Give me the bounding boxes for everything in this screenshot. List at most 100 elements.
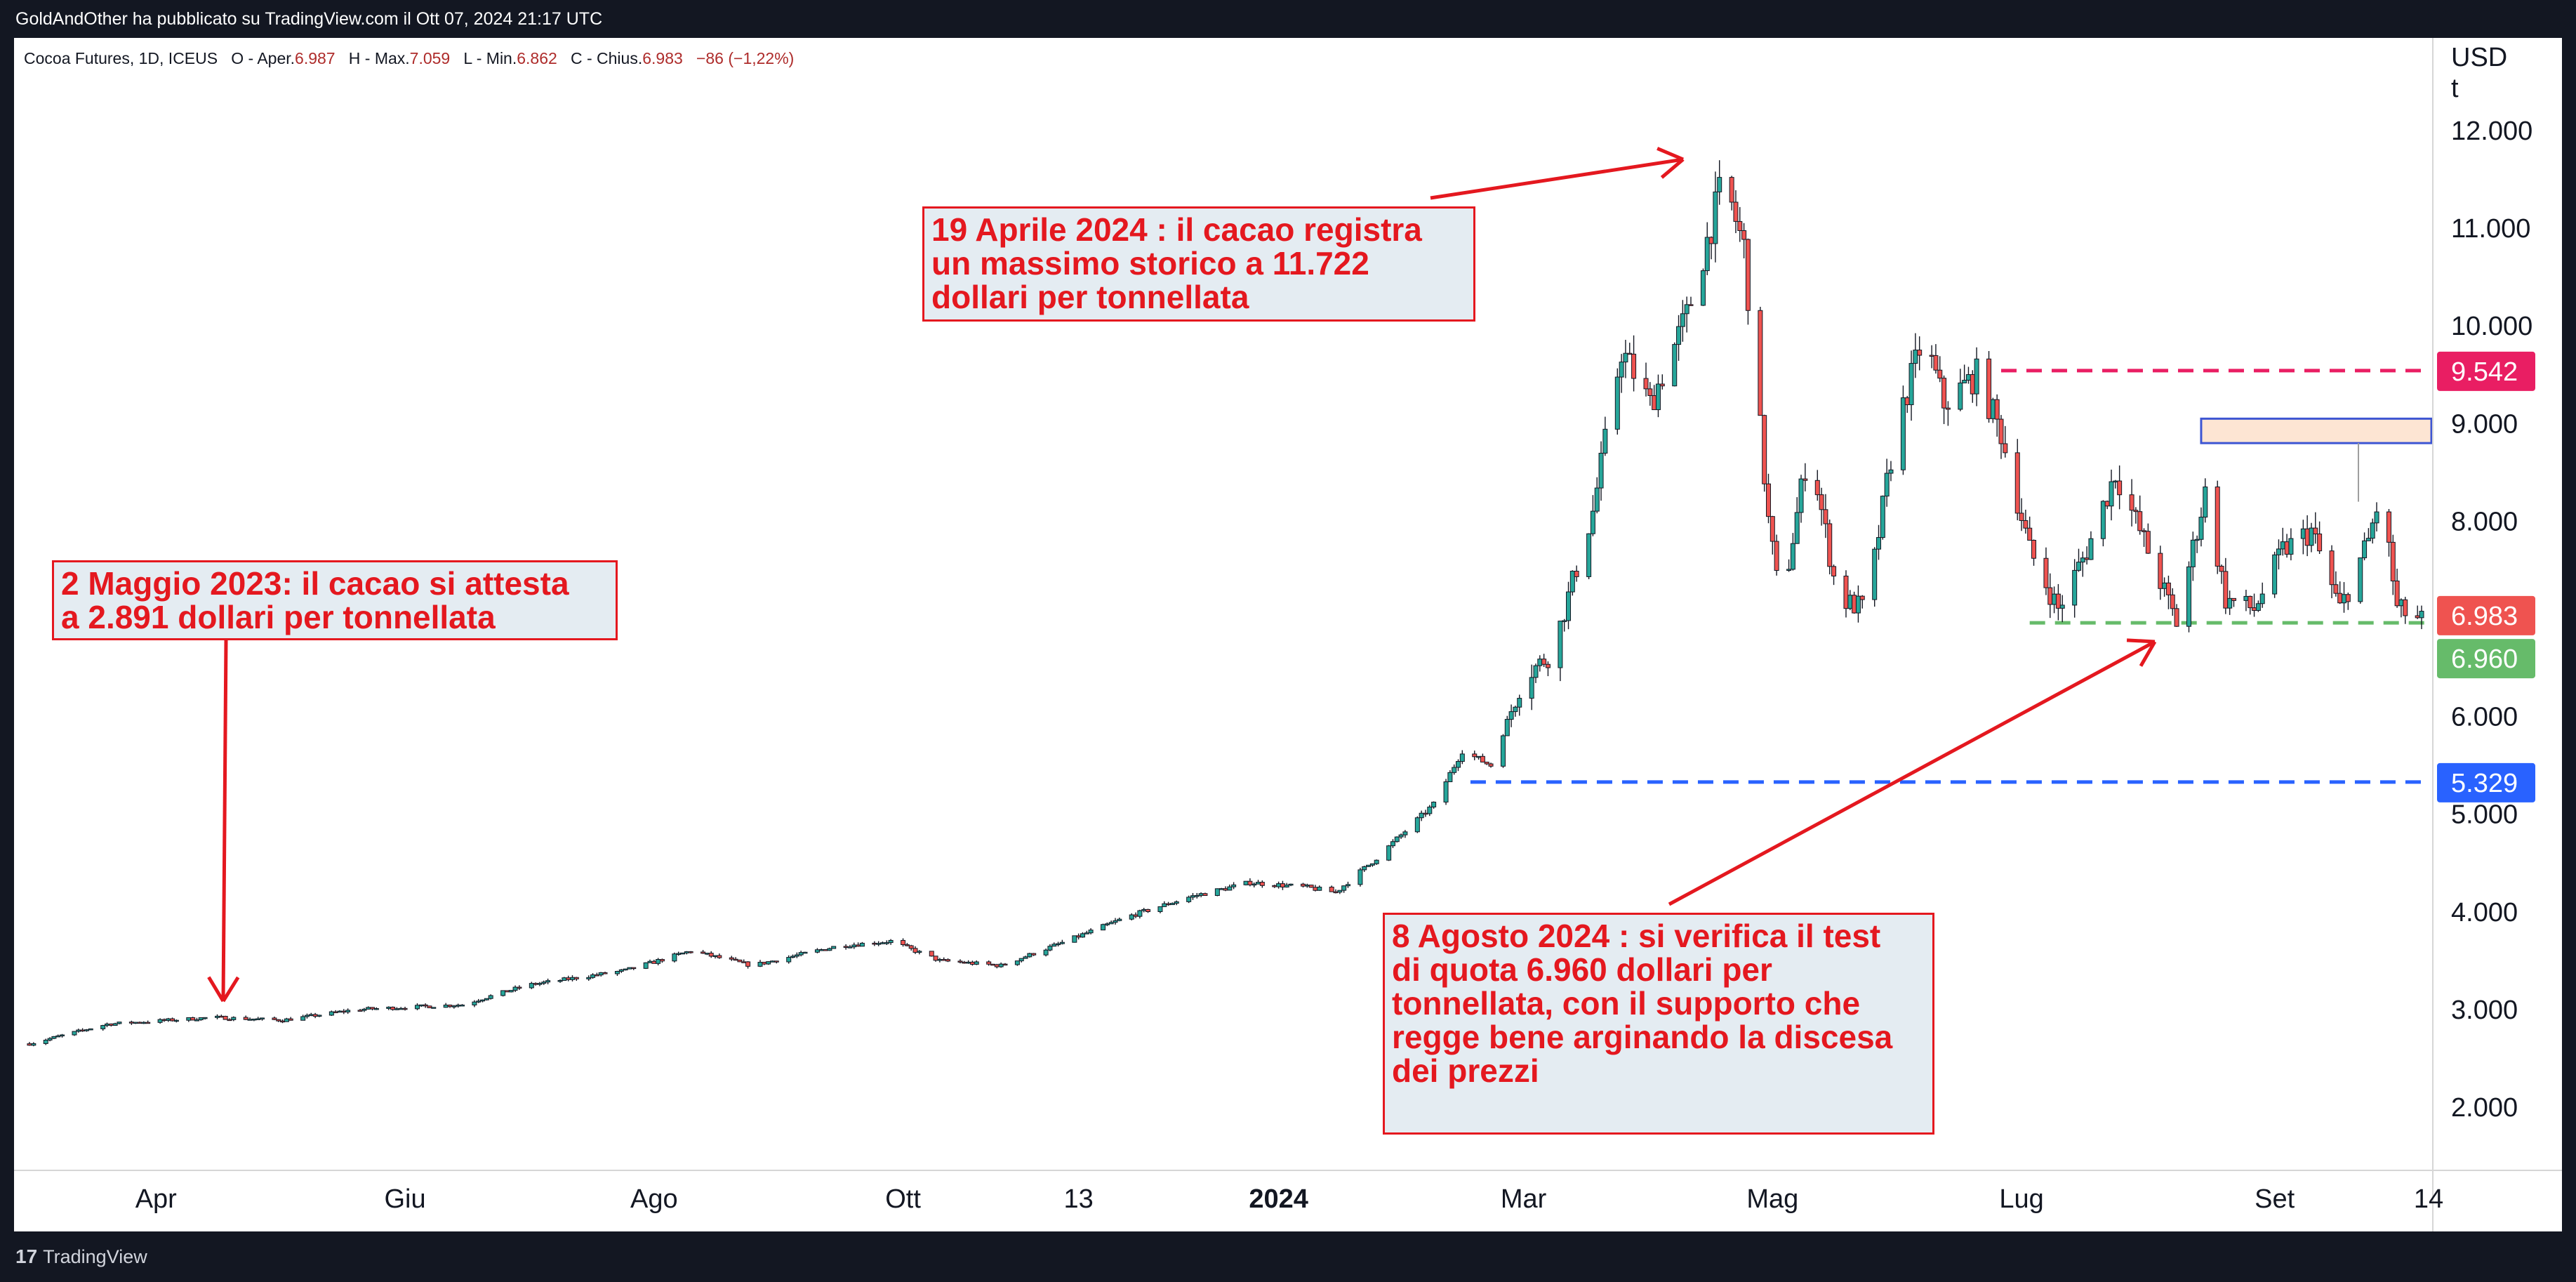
candle (1598, 441, 1604, 501)
candle (1704, 222, 1710, 275)
candle (366, 1006, 371, 1010)
candle (1157, 906, 1163, 913)
candle (1202, 892, 1208, 896)
candle (2215, 480, 2220, 574)
candle (361, 1007, 367, 1012)
candle (680, 952, 686, 955)
candle (1823, 494, 1828, 538)
candle (986, 960, 992, 966)
candle (1745, 238, 1751, 325)
candle (573, 977, 579, 981)
candle (1529, 664, 1534, 711)
candle (1227, 884, 1233, 891)
candle (1198, 892, 1204, 898)
y-tick-label: 12.000 (2451, 117, 2532, 146)
candle (1313, 885, 1318, 892)
candle (1586, 533, 1592, 579)
candle (2047, 573, 2053, 619)
annotation-august-2024[interactable]: 8 Agosto 2024 : si verifica il test di q… (1383, 913, 1934, 1135)
candle (55, 1034, 61, 1038)
candle (2227, 590, 2233, 615)
candle (2174, 604, 2179, 627)
candle (762, 962, 767, 965)
candle (2333, 571, 2339, 597)
candle (2170, 588, 2175, 616)
chart-area[interactable]: USD t 2.0003.0004.0005.0006.0007.0008.00… (14, 38, 2562, 1231)
candle (157, 1018, 163, 1024)
annotation-may-2023[interactable]: 2 Maggio 2023: il cacao si attesta a 2.8… (52, 560, 618, 640)
candle (194, 1017, 199, 1022)
candle (1308, 885, 1314, 888)
price-chart[interactable]: USD t 2.0003.0004.0005.0006.0007.0008.00… (14, 38, 2562, 1231)
price-badge-label: 6.983 (2451, 602, 2518, 631)
candle (1284, 883, 1289, 888)
annotation-april-2024[interactable]: 19 Aprile 2024 : il cacao registra un ma… (922, 206, 1475, 322)
price-badge: 9.542 (2437, 351, 2535, 391)
candle (1876, 524, 1882, 560)
candle (27, 1042, 32, 1046)
candle (1166, 901, 1171, 906)
candle (586, 975, 592, 981)
candle (2072, 559, 2078, 618)
candle (1627, 343, 1633, 355)
candle (566, 975, 571, 982)
tradingview-brand: TradingView (43, 1245, 147, 1267)
candle (1243, 880, 1249, 886)
candle (1717, 160, 1722, 205)
candle (1758, 306, 1763, 416)
candle (1256, 880, 1261, 885)
tradingview-logo[interactable]: 17 TradingView (15, 1244, 147, 1269)
close-value: 6.983 (642, 49, 683, 67)
candle (2415, 605, 2420, 619)
publish-header: GoldAndOther ha pubblicato su TradingVie… (0, 0, 2576, 38)
candle (161, 1018, 167, 1022)
candle (769, 960, 775, 963)
tradingview-logo-icon: 17 (15, 1245, 38, 1267)
candle (1602, 416, 1608, 456)
candle (2142, 528, 2147, 547)
candle (500, 990, 506, 997)
y-tick-label: 2.000 (2451, 1093, 2518, 1123)
candle (2088, 531, 2094, 560)
candle (2345, 593, 2351, 610)
candle (2003, 425, 2008, 458)
candle (47, 1037, 53, 1042)
candle (684, 951, 689, 955)
candle (990, 963, 996, 966)
candle (941, 957, 947, 961)
candle (276, 1019, 281, 1022)
candle (1317, 885, 1322, 891)
candle (170, 1017, 175, 1022)
candle (1031, 953, 1037, 956)
candle (1084, 930, 1089, 934)
candle (88, 1028, 93, 1031)
candle (1762, 414, 1767, 492)
candle (2231, 597, 2236, 607)
candle (427, 1005, 432, 1008)
candle (741, 959, 747, 963)
price-badge: 5.329 (2437, 762, 2535, 802)
y-tick-label: 9.000 (2451, 409, 2518, 439)
candle (1190, 892, 1195, 900)
candle (2117, 465, 2123, 510)
candle (2080, 551, 2085, 577)
candle (1855, 585, 1861, 623)
candle (945, 958, 951, 963)
candle (1333, 889, 1339, 894)
x-tick-label: 14 (2414, 1184, 2443, 1214)
candle (937, 958, 943, 963)
candle (1827, 519, 1833, 575)
candle (1590, 495, 1595, 536)
candle (602, 972, 608, 974)
candle (1247, 878, 1253, 887)
candle (2023, 509, 2029, 534)
candle (1970, 370, 1975, 403)
candle (908, 944, 914, 951)
candle (998, 962, 1004, 968)
candle (1056, 941, 1061, 947)
resistance-zone[interactable] (2200, 417, 2433, 444)
candle (688, 951, 693, 954)
x-tick-label: Lug (1999, 1184, 2043, 1214)
arrow-august-2024 (1668, 638, 2157, 906)
candle (345, 1008, 351, 1015)
